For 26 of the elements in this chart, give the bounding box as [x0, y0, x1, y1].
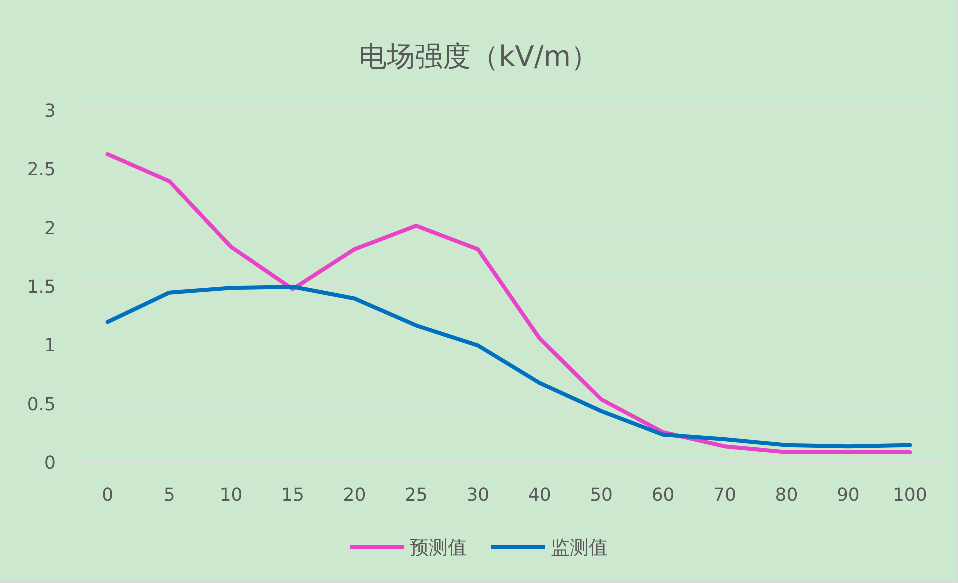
x-tick-label: 15: [282, 485, 304, 506]
x-tick-label: 10: [220, 485, 243, 506]
x-tick-label: 30: [466, 485, 490, 506]
y-tick-label: 1: [44, 336, 56, 357]
x-tick-label: 5: [164, 485, 176, 506]
y-tick-label: 3: [44, 101, 56, 122]
x-tick-label: 100: [892, 485, 928, 506]
x-tick-label: 25: [404, 485, 428, 506]
y-tick-label: 0: [44, 453, 56, 474]
x-tick-label: 90: [836, 485, 860, 506]
x-tick-label: 20: [343, 485, 366, 506]
y-tick-label: 1.5: [27, 277, 56, 298]
line-series: [106, 285, 912, 449]
x-tick-label: 40: [528, 485, 552, 506]
y-tick-label: 0.5: [27, 394, 56, 416]
line-series: [106, 152, 912, 454]
chart-title: 电场强度（kV/m）: [358, 40, 600, 73]
legend-label: 监测值: [551, 537, 608, 559]
x-tick-label: 60: [652, 485, 675, 506]
x-tick-label: 80: [775, 485, 798, 506]
x-tick-label: 50: [590, 485, 614, 506]
y-tick-label: 2: [44, 218, 56, 240]
legend-label: 预测值: [410, 537, 467, 559]
y-tick-label: 2.5: [27, 160, 56, 181]
x-tick-label: 0: [102, 485, 114, 506]
x-tick-label: 70: [714, 485, 736, 506]
